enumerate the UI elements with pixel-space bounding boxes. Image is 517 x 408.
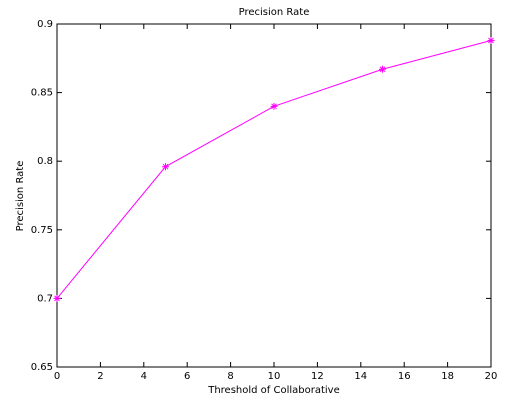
- x-tick-label: 0: [54, 371, 60, 382]
- point-marker: [53, 294, 61, 302]
- x-tick-label: 6: [184, 371, 190, 382]
- x-tick-label: 10: [268, 371, 281, 382]
- y-tick-label: 0.7: [37, 293, 53, 304]
- y-tick-label: 0.65: [31, 362, 53, 373]
- x-tick-label: 2: [97, 371, 103, 382]
- x-tick-label: 16: [398, 371, 411, 382]
- point-marker: [487, 36, 495, 44]
- x-tick-label: 20: [485, 371, 498, 382]
- chart-title: Precision Rate: [239, 7, 310, 18]
- y-axis-label: Precision Rate: [15, 161, 26, 232]
- y-tick-label: 0.75: [31, 225, 53, 236]
- x-tick-label: 14: [354, 371, 367, 382]
- point-marker: [379, 65, 386, 73]
- x-axis-label: Threshold of Collaborative: [207, 385, 340, 396]
- x-tick-label: 8: [227, 371, 233, 382]
- y-tick-label: 0.85: [31, 88, 53, 99]
- y-tick-label: 0.8: [37, 156, 53, 167]
- point-marker: [162, 163, 169, 171]
- x-tick-label: 4: [141, 371, 147, 382]
- x-tick-label: 18: [441, 371, 454, 382]
- y-tick-label: 0.9: [37, 19, 53, 30]
- point-marker: [270, 102, 278, 110]
- x-tick-label: 12: [311, 371, 324, 382]
